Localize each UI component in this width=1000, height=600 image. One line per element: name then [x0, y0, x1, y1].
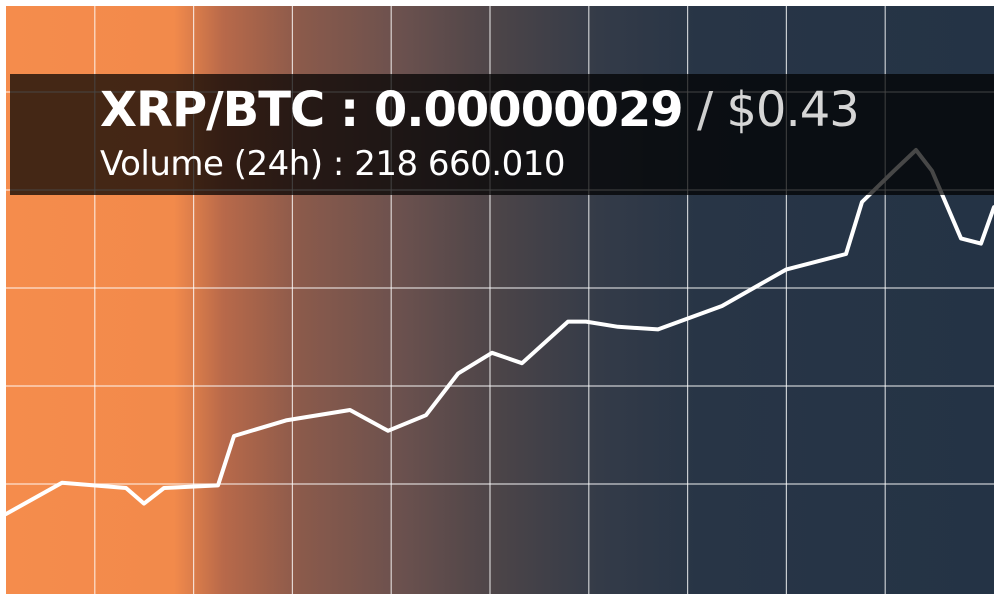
ticker-info-panel: XRP/BTC : 0.00000029 / $0.43 Volume (24h… [10, 74, 994, 195]
price-widget: XRP/BTC : 0.00000029 / $0.43 Volume (24h… [6, 6, 994, 594]
pair-label: XRP/BTC [100, 82, 325, 138]
price-separator: : [324, 82, 374, 138]
volume-value: 218 660.010 [354, 144, 565, 184]
volume-separator: : [322, 144, 355, 184]
volume-label: Volume (24h) [100, 144, 323, 184]
btc-price: 0.00000029 [373, 82, 684, 138]
volume-line: Volume (24h) : 218 660.010 [100, 144, 565, 184]
price-series-line [6, 148, 994, 516]
usd-price: $0.43 [726, 82, 859, 138]
price-title: XRP/BTC : 0.00000029 / $0.43 [100, 82, 860, 138]
chart-line-layer [6, 148, 994, 516]
price-slash: / [682, 82, 727, 138]
